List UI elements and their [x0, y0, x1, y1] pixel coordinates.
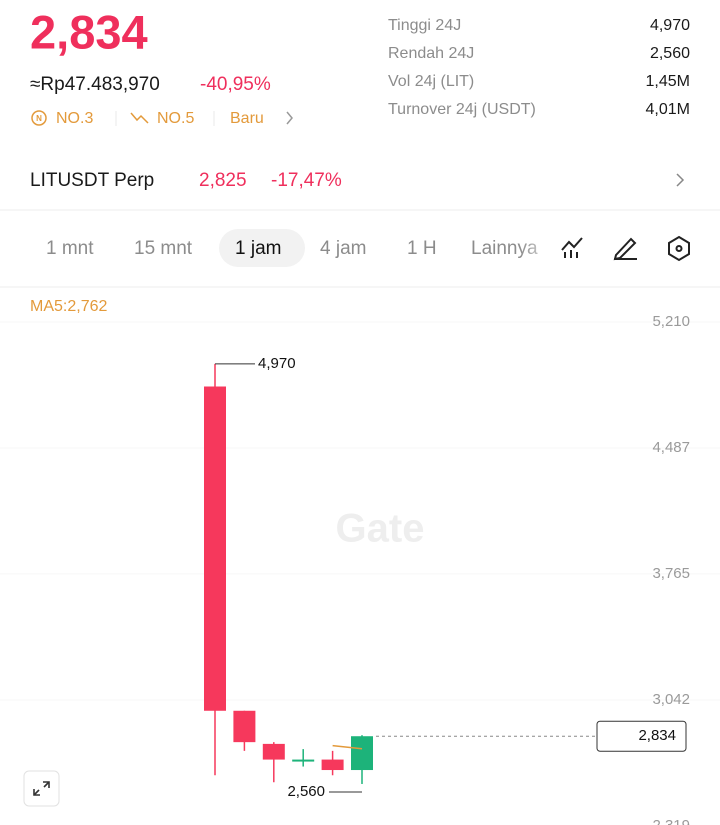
y-tick-label: 2,319 [652, 817, 690, 825]
tab[interactable]: 15 mnt [134, 238, 193, 259]
draw-icon[interactable] [613, 237, 637, 261]
ma-line [332, 744, 363, 750]
low-label: 2,560 [287, 783, 325, 800]
stats: Tinggi 24J 4,970 Rendah 24J 2,560 Vol 24j (L… [388, 17, 690, 118]
badge-icon [130, 112, 149, 124]
last-price-box [596, 720, 687, 752]
indicator-icon[interactable] [561, 237, 583, 258]
active-tab-bg [219, 229, 305, 267]
tab-fade [520, 230, 560, 266]
tabs: 1 mnt 15 mnt 1 jam 4 jam 1 H Lainnya [46, 238, 538, 259]
stat-label: Tinggi 24J [388, 17, 461, 34]
y-tick-label: 5,210 [652, 313, 690, 330]
stat-value: 2,560 [650, 45, 690, 62]
chart: 2,319 3,042 3,765 4,487 5,210 4,970 2,560 2,834 [0, 313, 720, 825]
watermark: Gate [336, 507, 425, 551]
tab[interactable]: 1 mnt [46, 238, 94, 259]
high-label: 4,970 [258, 355, 296, 372]
badge[interactable]: NO.5 [157, 110, 194, 127]
candle-body [321, 759, 344, 771]
candle-body [292, 759, 315, 762]
candle-body [204, 386, 226, 711]
perp-name[interactable]: LITUSDT Perp [30, 170, 154, 191]
badges: N NO.3 NO.5 Baru [31, 110, 293, 127]
y-tick-label: 3,765 [652, 565, 690, 582]
expand-button[interactable] [23, 770, 60, 807]
chevron[interactable] [676, 173, 685, 187]
badge[interactable]: Baru [230, 110, 264, 127]
perp-price: 2,825 [199, 170, 247, 191]
stat-value: 4,01M [646, 101, 690, 118]
badge-icon [31, 110, 47, 126]
candle-body [351, 736, 373, 771]
last-price-label: 2,834 [638, 727, 676, 744]
tab[interactable]: 4 jam [320, 238, 366, 259]
fiat-price: ≈Rp47.483,970 [30, 74, 160, 95]
y-tick-label: 4,487 [652, 439, 690, 456]
candle-body [233, 710, 256, 743]
y-tick-label: 3,042 [652, 691, 690, 708]
stat-label: Vol 24j (LIT) [388, 73, 474, 90]
tab[interactable]: 1 jam [235, 238, 281, 259]
price: 2,834 [30, 5, 148, 58]
tab[interactable]: 1 H [407, 238, 437, 259]
stat-value: 4,970 [650, 17, 690, 34]
settings-icon[interactable] [668, 235, 690, 262]
price-change: -40,95% [200, 74, 271, 95]
ma-label: MA5:2,762 [30, 298, 107, 315]
perp-change: -17,47% [271, 170, 342, 191]
stat-label: Turnover 24j (USDT) [388, 101, 536, 118]
badge[interactable]: NO.3 [56, 110, 93, 127]
chevron [286, 111, 293, 125]
stat-value: 1,45M [646, 73, 690, 90]
badge-icon-letter: N [36, 114, 42, 123]
stat-label: Rendah 24J [388, 45, 474, 62]
candle-body [262, 743, 285, 760]
